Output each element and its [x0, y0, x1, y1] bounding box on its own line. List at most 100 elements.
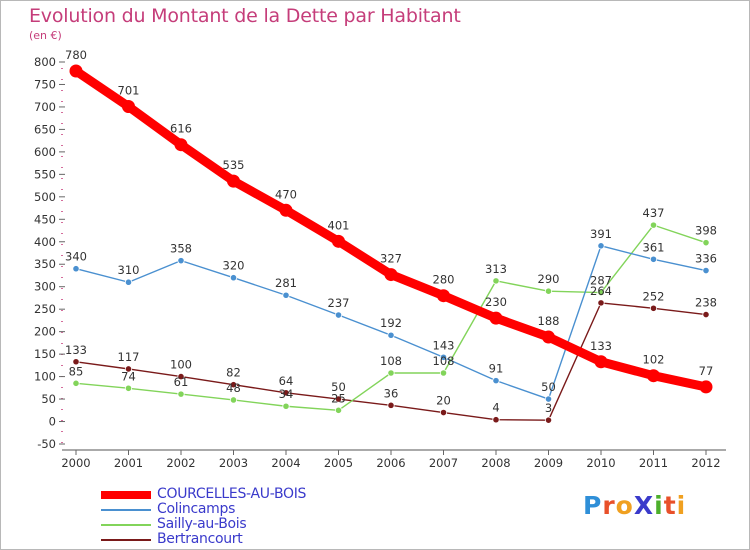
y-tick-label: 100 [34, 370, 56, 384]
y-tick-label: 700 [34, 100, 56, 114]
data-label: 280 [433, 273, 455, 287]
data-point [439, 408, 448, 417]
data-point [334, 406, 343, 414]
data-point [124, 365, 133, 373]
data-point [542, 330, 555, 344]
legend-label: Bertrancourt [157, 531, 243, 547]
data-point [597, 288, 605, 297]
data-label: 74 [121, 369, 136, 383]
data-label: 701 [118, 83, 140, 97]
data-label: 143 [433, 338, 455, 352]
data-point [437, 289, 450, 303]
data-label: 310 [118, 263, 140, 277]
data-point [124, 278, 133, 286]
logo-letter: i [676, 491, 687, 520]
data-label: 327 [380, 252, 402, 266]
data-point [124, 384, 133, 392]
data-label: 36 [384, 386, 399, 400]
data-point [702, 239, 710, 247]
y-tick-label: 200 [34, 325, 56, 339]
data-point [699, 380, 713, 394]
data-label: 117 [118, 350, 140, 364]
proxiti-logo: ProXiti [583, 491, 686, 520]
x-tick-label: 2009 [534, 456, 563, 470]
legend-label: COURCELLES-AU-BOIS [157, 486, 307, 502]
data-label: 340 [65, 250, 87, 264]
y-tick-label: 250 [34, 302, 56, 316]
data-label: 102 [643, 353, 665, 367]
data-point [69, 64, 83, 78]
data-point [282, 389, 290, 397]
y-tick-label: 500 [34, 190, 56, 204]
y-tick-label: 50 [41, 392, 56, 406]
data-point [227, 174, 240, 188]
data-label: 313 [485, 262, 507, 276]
y-tick-label: 750 [34, 77, 56, 91]
data-label: 188 [538, 314, 560, 328]
data-label: 398 [695, 224, 717, 238]
data-point [544, 416, 553, 424]
data-point [72, 265, 80, 273]
data-label: 61 [174, 375, 189, 389]
data-label: 133 [590, 339, 612, 353]
data-label: 85 [69, 364, 84, 378]
data-point [384, 268, 398, 282]
data-label: 361 [643, 240, 665, 254]
data-point [594, 355, 608, 369]
y-tick-label: 450 [34, 212, 56, 226]
data-point [387, 401, 395, 409]
legend-label: Sailly-au-Bois [157, 516, 247, 532]
data-point [439, 353, 448, 361]
chart-data-labels: 133 117 100 82 64 50 36 20 4 3 264 252 238 85 74 61 48 34… [65, 48, 717, 415]
data-label: 616 [170, 122, 192, 136]
legend-swatch [101, 508, 151, 511]
data-point [649, 255, 658, 263]
data-point [649, 304, 658, 312]
y-tick-label: 550 [34, 167, 56, 181]
data-point [177, 390, 185, 398]
data-label: 25 [331, 391, 346, 405]
data-label: 401 [328, 218, 350, 232]
data-label: 287 [590, 274, 612, 288]
data-label: 535 [223, 158, 245, 172]
data-label: 34 [279, 387, 294, 401]
x-tick-label: 2011 [639, 456, 668, 470]
legend-swatch [101, 490, 151, 499]
data-point [489, 311, 503, 325]
data-label: 358 [170, 242, 192, 256]
logo-letter: o [615, 491, 634, 520]
y-tick-label: 150 [34, 347, 56, 361]
data-point [177, 257, 185, 265]
data-point [229, 274, 238, 282]
data-label: 3 [545, 401, 552, 415]
data-point [334, 395, 343, 403]
data-label: 391 [590, 227, 612, 241]
data-label: 4 [492, 401, 499, 415]
data-point [174, 138, 188, 152]
data-point [279, 203, 293, 217]
legend-swatch [101, 538, 151, 541]
chart-title: Evolution du Montant de la Dette par Hab… [29, 5, 461, 27]
y-tick-label: 800 [34, 55, 56, 69]
legend-swatch [101, 523, 151, 526]
data-label: 281 [275, 276, 297, 290]
data-label: 133 [65, 343, 87, 357]
x-tick-label: 2004 [271, 456, 300, 470]
data-point [334, 311, 343, 319]
x-tick-label: 2007 [429, 456, 458, 470]
data-point [229, 396, 238, 404]
data-point [282, 291, 290, 299]
data-label: 20 [436, 394, 451, 408]
y-tick-label: 0 [49, 415, 56, 429]
x-tick-label: 2005 [324, 456, 353, 470]
data-label: 437 [643, 206, 665, 220]
data-point [544, 395, 553, 403]
data-point [177, 372, 185, 381]
data-label: 780 [65, 48, 87, 62]
data-label: 238 [695, 296, 717, 310]
x-tick-label: 2003 [219, 456, 248, 470]
data-label: 290 [538, 272, 560, 286]
data-point [597, 299, 605, 307]
x-tick-label: 2000 [61, 456, 90, 470]
